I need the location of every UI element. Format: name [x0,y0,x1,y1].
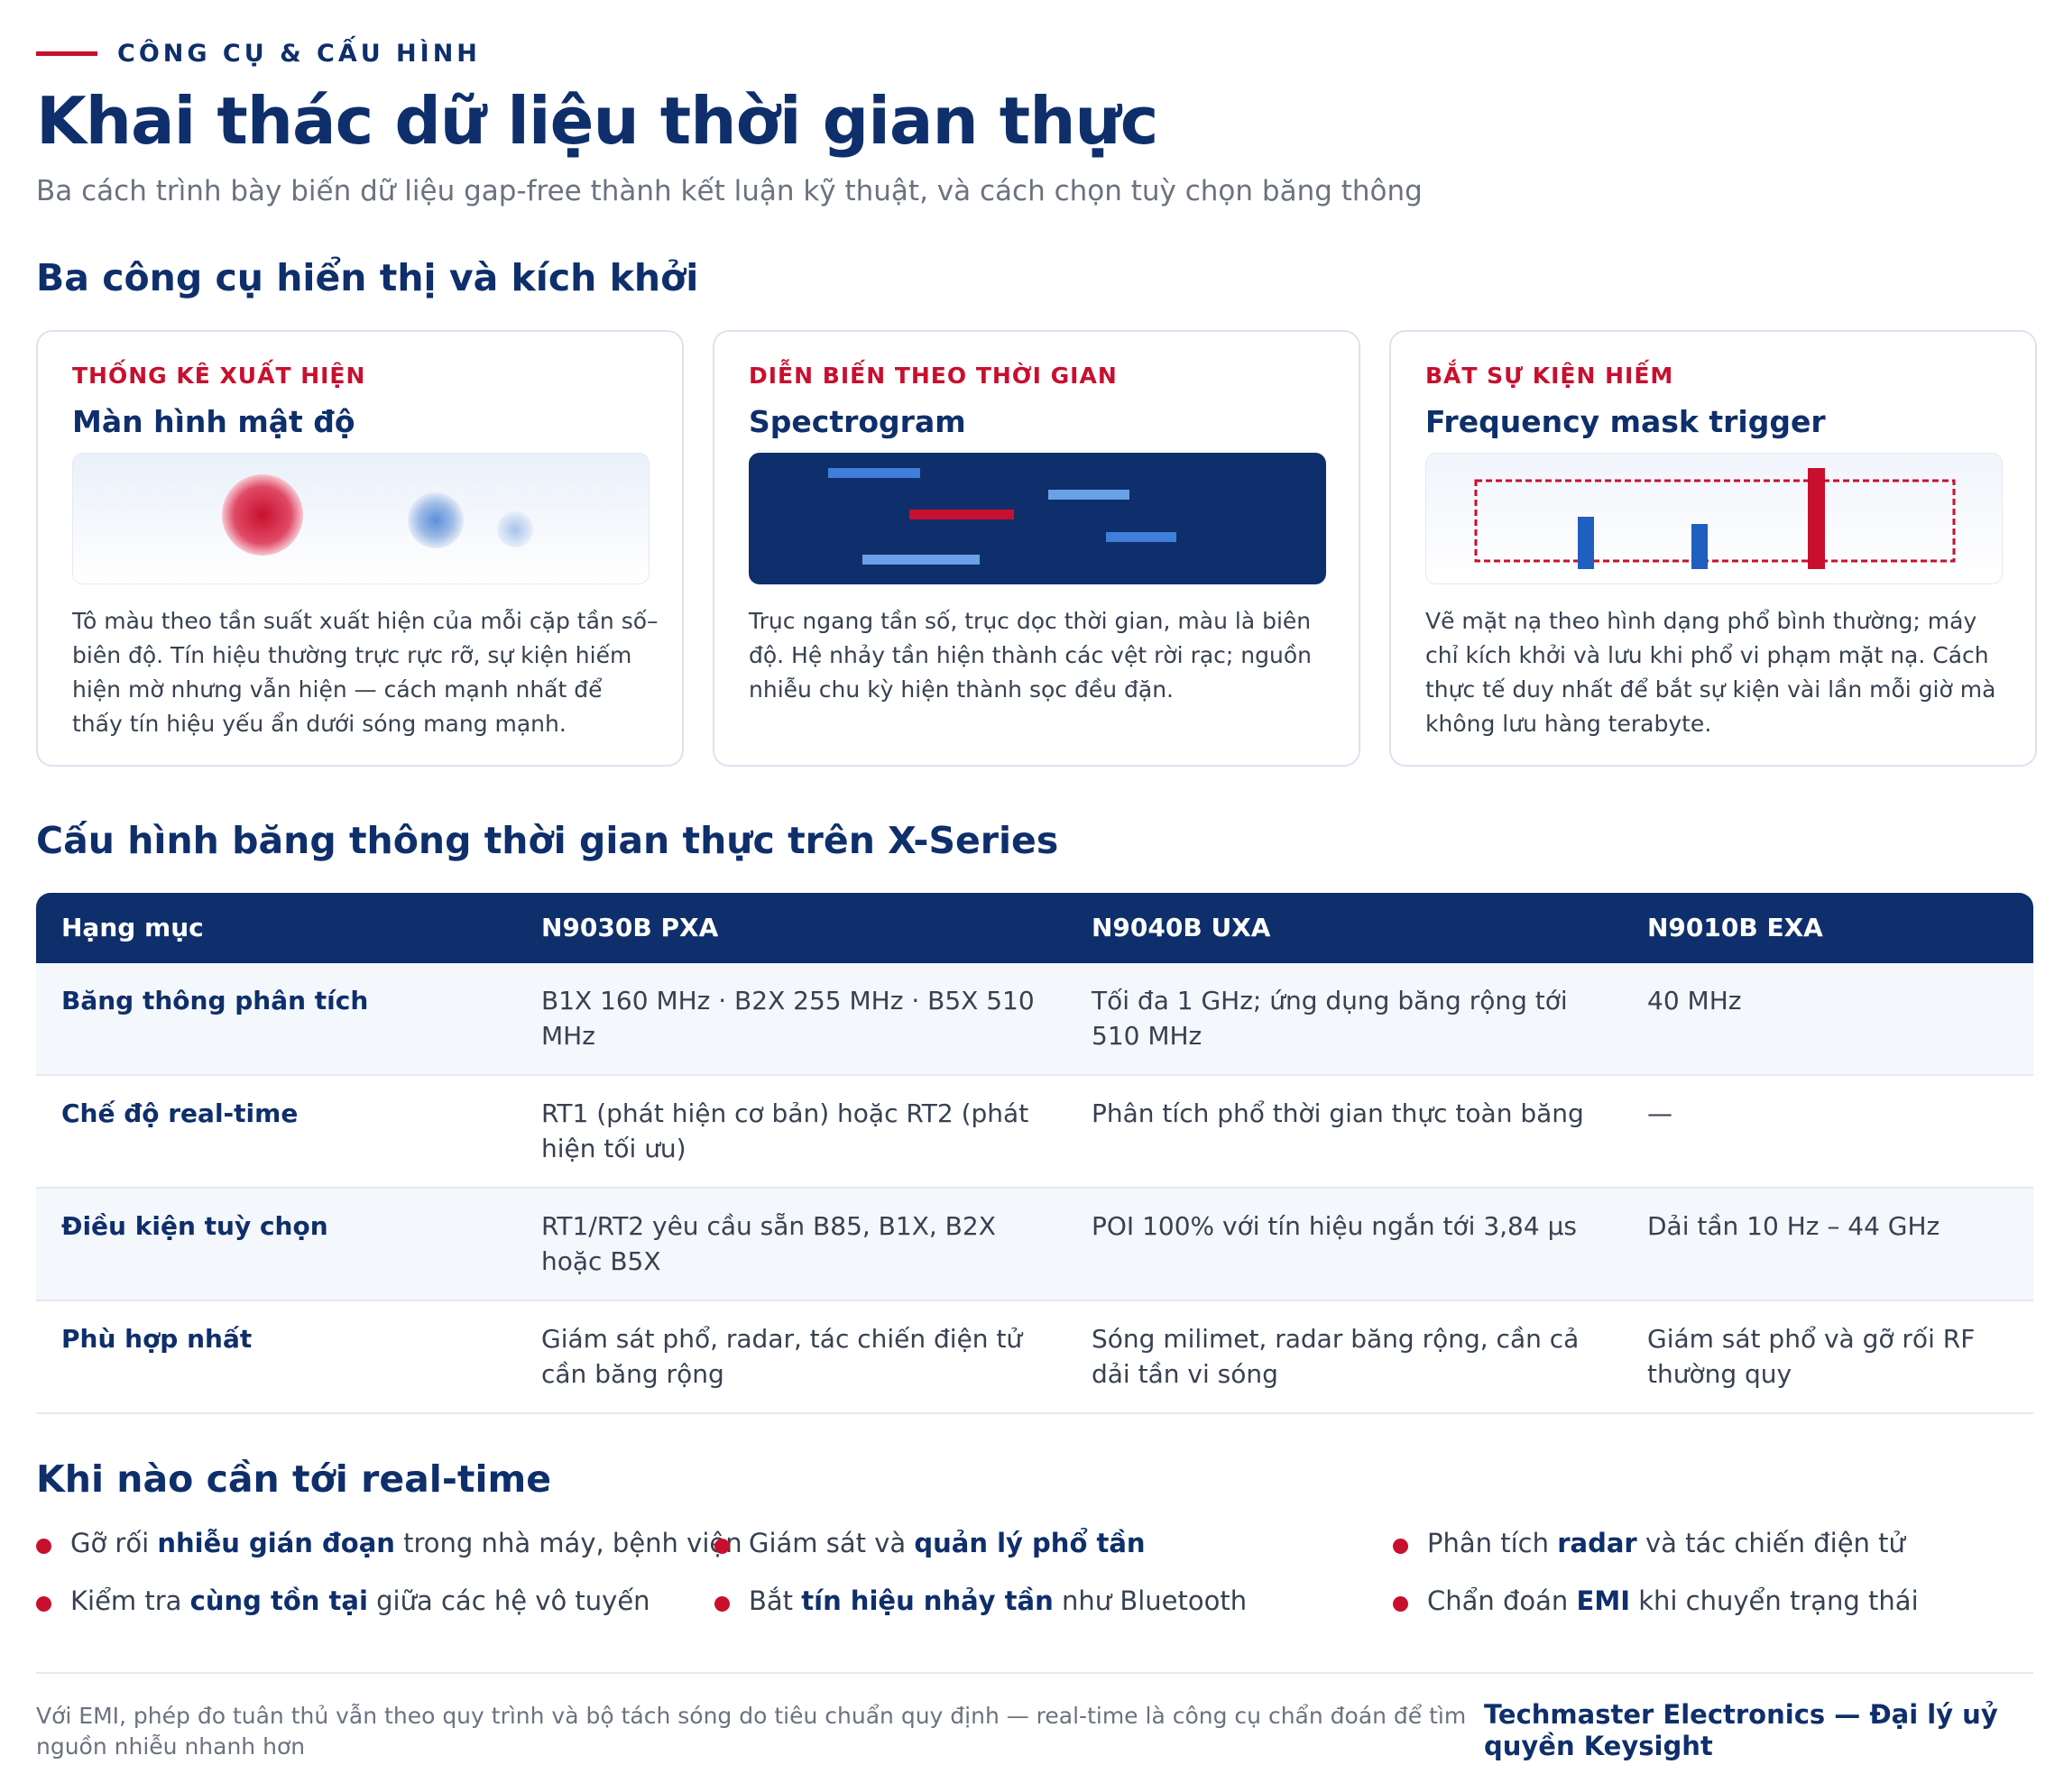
medium-signal-blob [408,492,464,548]
card-kicker: THỐNG KÊ XUẤT HIỆN [72,363,366,389]
row-label: Điều kiện tuỳ chọn [61,1211,328,1241]
hop-trace [862,555,980,565]
card-frequency-mask-trigger: BẮT SỰ KIỆN HIẾM Frequency mask trigger … [1389,330,2037,767]
page-title: Khai thác dữ liệu thời gian thực [36,83,1158,159]
weak-signal-blob [497,511,533,547]
density-blobs-graphic [222,474,533,556]
violation-spectrum-bar [1808,468,1825,569]
hop-trace [1106,532,1176,542]
card-description: Trục ngang tần số, trục dọc thời gian, m… [749,608,1312,703]
config-table: Hạng mục N9030B PXA N9040B UXA N9010B EX… [36,893,2033,1414]
card-kicker: DIỄN BIẾN THEO THỜI GIAN [749,363,1118,389]
eyebrow-label: CÔNG CỤ & CẤU HÌNH [117,40,481,68]
table-row: Chế độ real-time RT1 (phát hiện cơ bản) … [36,1076,2033,1189]
density-visual [72,453,650,584]
card-title: Màn hình mật độ [72,404,355,439]
bullet-dot-icon [714,1596,730,1612]
hop-trace [1048,490,1129,500]
table-cell: Giám sát phổ và gỡ rối RF thường quy [1647,1324,1976,1389]
table-row: Phù hợp nhất Giám sát phổ, radar, tác ch… [36,1301,2033,1414]
spectrogram-graphic [828,468,1176,565]
config-heading: Cấu hình băng thông thời gian thực trên … [36,819,1059,862]
column-header: N9030B PXA [541,913,719,942]
footer-divider [36,1672,2033,1674]
normal-spectrum-bar [1578,517,1594,569]
normal-spectrum-bar [1691,524,1708,569]
table-cell: Tối đa 1 GHz; ứng dụng băng rộng tới 510… [1092,986,1568,1051]
bullet-dot-icon [1393,1539,1408,1554]
table-cell: — [1647,1098,1672,1128]
strong-trace [909,510,1014,519]
card-title: Frequency mask trigger [1425,404,1826,439]
table-cell: RT1 (phát hiện cơ bản) hoặc RT2 (phát hi… [541,1098,1029,1163]
table-cell: Dải tần 10 Hz – 44 GHz [1647,1211,1940,1241]
table-cell: B1X 160 MHz · B2X 255 MHz · B5X 510 MHz [541,986,1035,1051]
column-header: N9040B UXA [1092,913,1271,942]
when-heading: Khi nào cần tới real-time [36,1457,552,1501]
spectrogram-visual [749,453,1326,584]
eyebrow-accent-bar [36,51,97,56]
card-description: Tô màu theo tần suất xuất hiện của mỗi c… [72,608,659,737]
bullet-dot-icon [1393,1596,1408,1612]
column-header: N9010B EXA [1647,913,1823,942]
table-cell: POI 100% với tín hiệu ngắn tới 3,84 µs [1092,1211,1577,1241]
row-label: Phù hợp nhất [61,1324,253,1354]
table-cell: 40 MHz [1647,986,1742,1015]
footer-note: Với EMI, phép đo tuân thủ vẫn theo quy t… [36,1703,1467,1760]
column-header: Hạng mục [61,913,204,942]
mask-trigger-graphic [1474,468,1956,569]
tools-heading: Ba công cụ hiển thị và kích khởi [36,256,699,299]
table-cell: Giám sát phổ, radar, tác chiến điện tử c… [541,1324,1023,1389]
card-density-display: THỐNG KÊ XUẤT HIỆN Màn hình mật độ [36,330,684,767]
table-cell: Phân tích phổ thời gian thực toàn băng [1092,1098,1584,1128]
eyebrow: CÔNG CỤ & CẤU HÌNH [36,40,481,68]
bullet-dot-icon [36,1539,51,1554]
card-kicker: BẮT SỰ KIỆN HIẾM [1425,363,1674,389]
footer-brand: Techmaster Electronics — Đại lý uỷ quyền… [1484,1699,1998,1761]
card-title: Spectrogram [749,404,966,439]
bullet-dot-icon [36,1596,51,1612]
row-label: Băng thông phân tích [61,986,369,1015]
strong-signal-blob [222,474,303,556]
page-subtitle: Ba cách trình bày biến dữ liệu gap-free … [36,175,1423,207]
table-cell: Sóng milimet, radar băng rộng, cần cả dả… [1092,1324,1580,1389]
bullet-dot-icon [714,1539,730,1554]
card-spectrogram: DIỄN BIẾN THEO THỜI GIAN Spectrogram Trụ… [713,330,1360,767]
mask-outline [1474,479,1956,563]
row-label: Chế độ real-time [61,1098,299,1128]
table-header: Hạng mục N9030B PXA N9040B UXA N9010B EX… [36,893,2033,963]
table-row: Điều kiện tuỳ chọn RT1/RT2 yêu cầu sẵn B… [36,1189,2033,1301]
mask-visual [1425,453,2003,584]
card-description: Vẽ mặt nạ theo hình dạng phổ bình thường… [1425,608,1996,737]
hop-trace [828,468,920,478]
table-cell: RT1/RT2 yêu cầu sẵn B85, B1X, B2X hoặc B… [541,1211,996,1276]
table-row: Băng thông phân tích B1X 160 MHz · B2X 2… [36,963,2033,1076]
